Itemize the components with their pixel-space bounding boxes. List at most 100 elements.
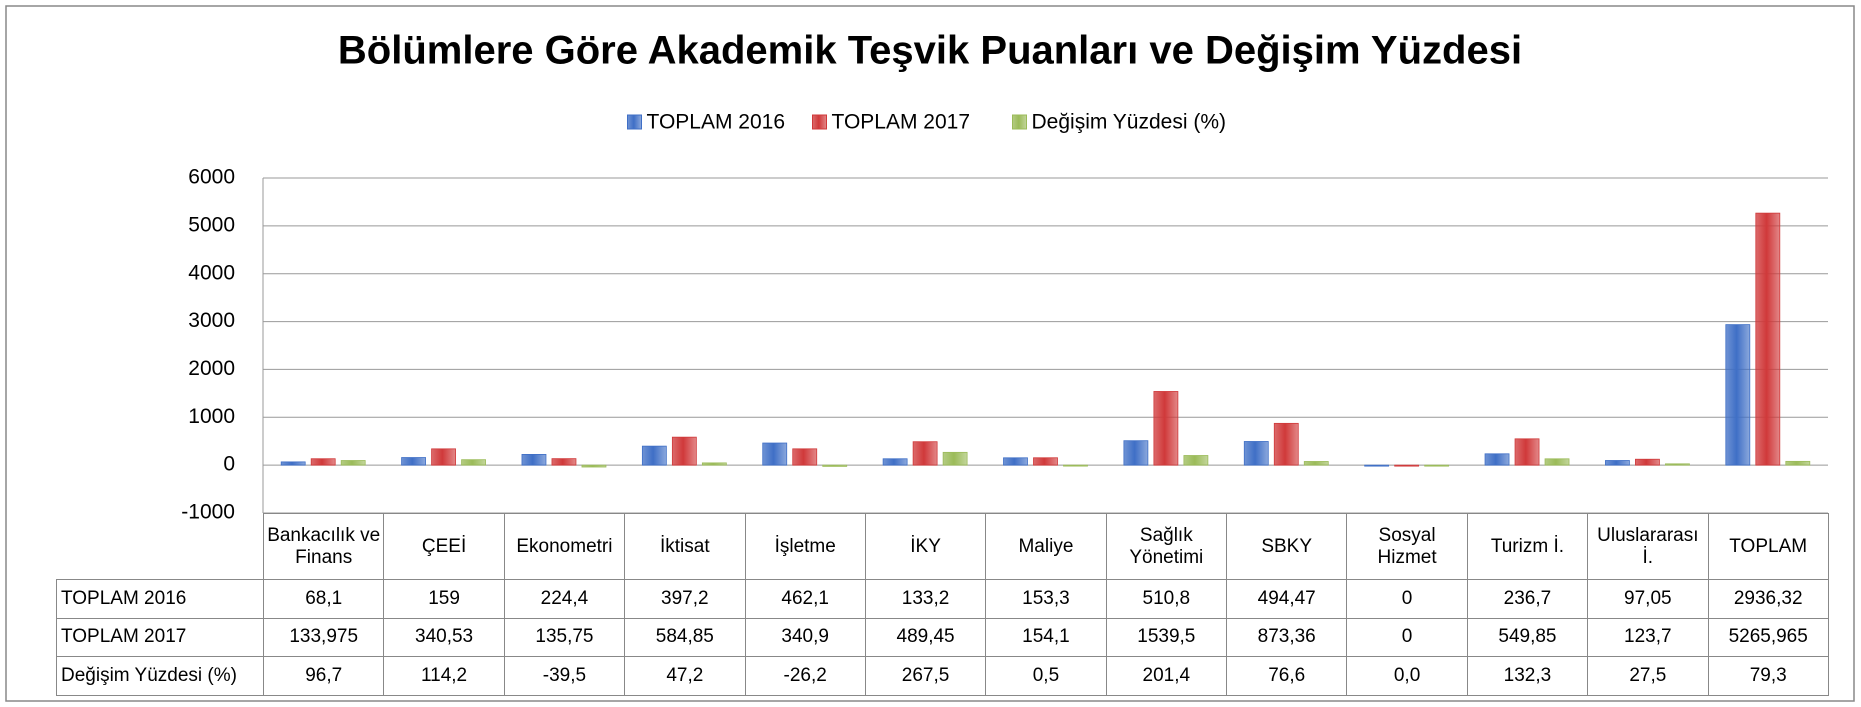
table-value: 123,7 (1587, 617, 1709, 657)
table-value: -39,5 (503, 656, 626, 696)
bar (1785, 460, 1811, 466)
bar (1665, 463, 1690, 466)
category-label: Maliye (985, 513, 1107, 580)
table-value: 236,7 (1466, 579, 1589, 619)
y-tick-label: 5000 (188, 213, 235, 236)
bar (1303, 461, 1329, 466)
bar (792, 448, 818, 466)
table-value: 133,2 (864, 579, 987, 619)
table-value: 0,0 (1346, 656, 1468, 696)
category-label: İktisat (624, 513, 746, 580)
bar (882, 458, 908, 466)
table-value: 0 (1346, 579, 1468, 619)
table-corner (57, 514, 264, 580)
table-value: 114,2 (383, 656, 505, 696)
table-row: TOPLAM 2016 68,1 159 224,4 397,2 462,1 133,2 15… (56, 579, 1829, 619)
bar (551, 458, 577, 466)
table-value: 76,6 (1225, 656, 1348, 696)
bar (1364, 464, 1390, 467)
table-value: 2936,32 (1707, 579, 1829, 619)
category-label: İşletme (744, 513, 866, 580)
bar (822, 464, 848, 467)
y-tick-label: 0 (223, 453, 235, 476)
y-tick-label: -1000 (181, 501, 235, 524)
bar (1153, 391, 1179, 466)
table-value: -26,2 (744, 656, 866, 696)
row-label: TOPLAM 2016 (56, 579, 264, 619)
bar (340, 460, 366, 466)
bar (1003, 457, 1028, 466)
table-value: 489,45 (864, 617, 987, 657)
table-value: 27,5 (1587, 656, 1709, 696)
bar (401, 457, 426, 466)
table-value: 224,4 (503, 579, 626, 619)
table-value: 135,75 (503, 617, 626, 657)
y-tick-label: 2000 (188, 357, 235, 380)
table-value: 494,47 (1225, 579, 1348, 619)
bar (1243, 441, 1269, 466)
bar (431, 448, 456, 466)
table-value: 549,85 (1466, 617, 1589, 657)
bar (521, 454, 547, 466)
table-value: 154,1 (985, 617, 1107, 657)
bar (310, 458, 336, 466)
category-label: İKY (864, 513, 987, 580)
table-value: 340,9 (744, 617, 866, 657)
table-value: 96,7 (262, 656, 385, 696)
category-label: Uluslararası İ. (1587, 513, 1709, 580)
table-row: Değişim Yüzdesi (%) 96,7 114,2 -39,5 47,2 -26… (56, 656, 1829, 696)
table-value: 340,53 (383, 617, 505, 657)
bar (701, 462, 727, 466)
bar (1544, 458, 1570, 466)
legend-swatch (1012, 114, 1027, 130)
table-value: 0,5 (985, 656, 1107, 696)
table-value: 79,3 (1707, 656, 1829, 696)
category-label: SBKY (1225, 513, 1348, 580)
bar (1484, 453, 1510, 466)
bar (641, 445, 667, 466)
bar (1063, 464, 1088, 467)
table-header-row: Bankacılık ve Finans ÇEEİ Ekonometri İktisa… (57, 513, 1829, 580)
bar (1273, 422, 1299, 466)
legend-label: Değişim Yüzdesi (%) (1032, 111, 1227, 134)
table-value: 133,975 (262, 617, 385, 657)
table-value: 397,2 (624, 579, 746, 619)
bar (1514, 438, 1540, 466)
category-label: Sosyal Hizmet (1346, 513, 1468, 580)
table-value: 201,4 (1105, 656, 1228, 696)
data-table: Bankacılık ve Finans ÇEEİ Ekonometri İktisa… (56, 513, 1829, 696)
table-value: 97,05 (1587, 579, 1709, 619)
legend-label: TOPLAM 2016 (647, 111, 786, 134)
table-value: 584,85 (624, 617, 746, 657)
legend-label: TOPLAM 2017 (832, 111, 971, 134)
table-value: 0 (1346, 617, 1468, 657)
table-value: 132,3 (1466, 656, 1589, 696)
bar (1755, 212, 1781, 466)
table-value: 68,1 (262, 579, 385, 619)
table-value: 5265,965 (1707, 617, 1829, 657)
bar (1394, 464, 1420, 467)
row-label: Değişim Yüzdesi (%) (56, 656, 264, 696)
table-value: 873,36 (1225, 617, 1348, 657)
category-label: Turizm İ. (1466, 513, 1589, 580)
bar (912, 441, 938, 466)
bar (461, 459, 486, 466)
table-value: 159 (383, 579, 505, 619)
table-value: 462,1 (744, 579, 866, 619)
row-label: TOPLAM 2017 (56, 617, 264, 657)
table-value: 47,2 (624, 656, 746, 696)
table-value: 267,5 (864, 656, 987, 696)
bar (1033, 457, 1058, 466)
bar (1605, 460, 1630, 466)
bar (1123, 440, 1149, 466)
category-label: Ekonometri (503, 513, 626, 580)
y-tick-label: 1000 (188, 405, 235, 428)
bar (671, 436, 697, 466)
table-value: 510,8 (1105, 579, 1228, 619)
table-value: 153,3 (985, 579, 1107, 619)
table-value: 1539,5 (1105, 617, 1228, 657)
bar (280, 461, 306, 466)
bar (1635, 458, 1660, 466)
